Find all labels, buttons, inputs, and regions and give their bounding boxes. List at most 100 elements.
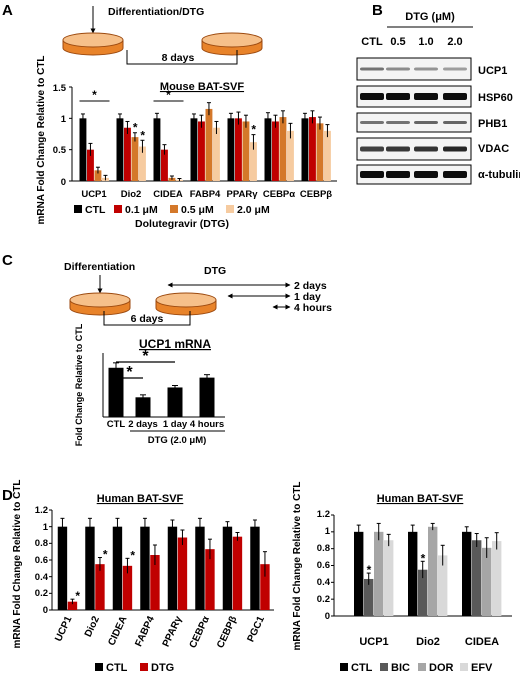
legend-label-dor: DOR [429, 662, 454, 674]
bar-ucp1-0-1-m [87, 149, 94, 181]
bar-ppar-0-1-m [235, 118, 242, 181]
chart-a-xlabel-ppar: PPARγ [227, 189, 259, 200]
chart-d-right-ytick-5: 1 [325, 526, 331, 537]
bar-1-day [167, 387, 183, 417]
bar-cebp-ctl [264, 118, 272, 181]
bar-dio2-ctl [408, 531, 418, 616]
chart-d-right-legend: CTL BIC DOR EFV [340, 662, 493, 674]
bar-cidea-efv [492, 541, 502, 616]
bar-cebp-2-0-m [287, 130, 294, 181]
chart-a-xlabel-cebpb: CEBPβ [300, 189, 332, 200]
legend-swatch-dor [418, 663, 426, 671]
bar-dio2-efv [438, 555, 448, 616]
bar-fabp4-0-5-m [205, 108, 213, 181]
chart-a-marks: ***** [79, 88, 331, 181]
chart-a-xlabels: UCP1 Dio2 CIDEA FABP4 PPARγ CEBPα CEBPβ [81, 189, 332, 200]
bar-cebp-0-1-m [272, 121, 279, 181]
chart-d-left-marks: * * * [57, 517, 270, 610]
bar-dio2-dor [428, 526, 438, 616]
western-blot-panel: DTG (μM) CTL 0.5 1.0 2.0 UCP1 HSP60 PHB1… [356, 11, 520, 185]
chart-d-right-ytick-3: 0.6 [317, 560, 330, 571]
chart-c-xlabel-ctl: CTL [107, 419, 126, 430]
chart-d-left-xlabel-ppar: PPARγ [161, 614, 185, 649]
bar-dio2-dtg [95, 564, 105, 610]
blot-lane-0-5: 0.5 [390, 36, 405, 48]
chart-a-xlabel-ucp1: UCP1 [81, 189, 107, 200]
bar-ucp1-ctl [79, 118, 87, 181]
timeline-label-1day: 1 day [294, 291, 321, 303]
chart-d-left-title: Human BAT-SVF [97, 493, 184, 505]
chart-d-left-ytick-4: 0.8 [35, 538, 48, 549]
bar-pgc1-dtg [260, 564, 270, 610]
chart-d-right-ytick-1: 0.2 [317, 594, 330, 605]
blot-dtg-header: DTG (μM) [405, 11, 455, 23]
chart-a-title: Mouse BAT-SVF [160, 81, 244, 93]
bar-ucp1-efv [384, 540, 394, 616]
panel-label-d: D [2, 487, 13, 504]
schematic-c-dtg-label: DTG [204, 265, 226, 277]
chart-d-right-xlabel-dio2: Dio2 [416, 636, 440, 648]
chart-a: Mouse BAT-SVF mRNA Fold Change Relative … [36, 55, 337, 230]
blot-band-hsp60-lane-2 [386, 93, 410, 100]
chart-a-ytick-1: 0.5 [53, 145, 67, 156]
chart-d-right-ylabel: mRNA Fold Change Relative to CTL [292, 481, 303, 650]
legend-swatch-2-0 [226, 205, 234, 213]
schematic-c: Differentiation DTG 2 days 1 day 4 hours… [64, 261, 332, 326]
bar-ppar-dtg [177, 537, 188, 610]
blot-protein-labels: UCP1 HSP60 PHB1 VDAC α-tubulin [478, 65, 520, 181]
chart-d-right-title: Human BAT-SVF [377, 493, 464, 505]
chart-d-left-ytick-5: 1 [43, 522, 49, 533]
bar-cidea-ctl [153, 118, 161, 181]
bar-ucp1-ctl [354, 531, 364, 616]
schematic-c-bracket [103, 311, 191, 326]
bar-cidea-dtg [122, 565, 133, 610]
blot-band-tubulin-lane-1 [360, 171, 384, 178]
bar-cebp-ctl [301, 118, 309, 181]
bar-cebp-ctl [195, 526, 205, 610]
bar-cebp-dtg [232, 536, 243, 610]
significance-star: * [166, 88, 171, 102]
culture-dish-icon [201, 32, 263, 56]
bar-ucp1-ctl [57, 526, 68, 610]
significance-star: * [142, 348, 149, 365]
legend-label-0-1: 0.1 μM [125, 204, 158, 216]
chart-d-left-xlabel-ucp1: UCP1 [53, 614, 74, 643]
legend-label-bic: BIC [391, 662, 410, 674]
chart-c-xlabel-1day: 1 day [163, 419, 188, 430]
chart-a-xlabel-cebpa: CEBPα [263, 189, 295, 200]
bar-ucp1-0-5-m [94, 170, 102, 181]
significance-star: * [130, 548, 135, 562]
chart-d-left-xlabel-dio2: Dio2 [83, 614, 102, 639]
chart-d-left-ytick-3: 0.6 [35, 555, 48, 566]
chart-d-left: Human BAT-SVF mRNA Fold Change Relative … [12, 479, 274, 674]
blot-label-hsp60: HSP60 [478, 92, 513, 104]
chart-d-left-ytick-6: 1.2 [35, 505, 48, 516]
legend-label-dtg: DTG [151, 662, 174, 674]
chart-c-marks: ** [108, 348, 215, 417]
chart-d-right-xlabel-cidea: CIDEA [465, 636, 499, 648]
legend-label-0-5: 0.5 μM [181, 204, 214, 216]
blot-lane-2-0: 2.0 [447, 36, 462, 48]
bar-fabp4-ctl [140, 526, 150, 610]
significance-star: * [421, 551, 426, 565]
significance-star: * [126, 364, 133, 381]
chart-d-right-ytick-2: 0.4 [317, 577, 331, 588]
chart-d-left-legend: CTL DTG [95, 662, 174, 674]
bar-dio2-bic [418, 569, 428, 616]
bar-ppar-2-0-m [250, 142, 257, 181]
legend-swatch-ctl [95, 663, 103, 671]
panel-label-b: B [372, 2, 383, 19]
significance-star: * [367, 563, 372, 577]
chart-c-ylabel: Fold Change Relative to CTL [74, 323, 84, 446]
chart-a-ytick-3: 1.5 [53, 83, 67, 94]
legend-swatch-dtg [140, 663, 148, 671]
legend-swatch-ctl [340, 663, 348, 671]
culture-dish-icon [69, 292, 131, 316]
chart-c: UCP1 mRNA Fold Change Relative to CTL **… [74, 323, 225, 446]
chart-d-right-marks: ** [354, 522, 502, 616]
chart-d-left-ylabel: mRNA Fold Change Relative to CTL [12, 479, 23, 648]
chart-a-xlabel-cidea: CIDEA [153, 189, 183, 200]
blot-band-hsp60-lane-3 [414, 93, 438, 100]
legend-swatch-ctl [74, 205, 82, 213]
